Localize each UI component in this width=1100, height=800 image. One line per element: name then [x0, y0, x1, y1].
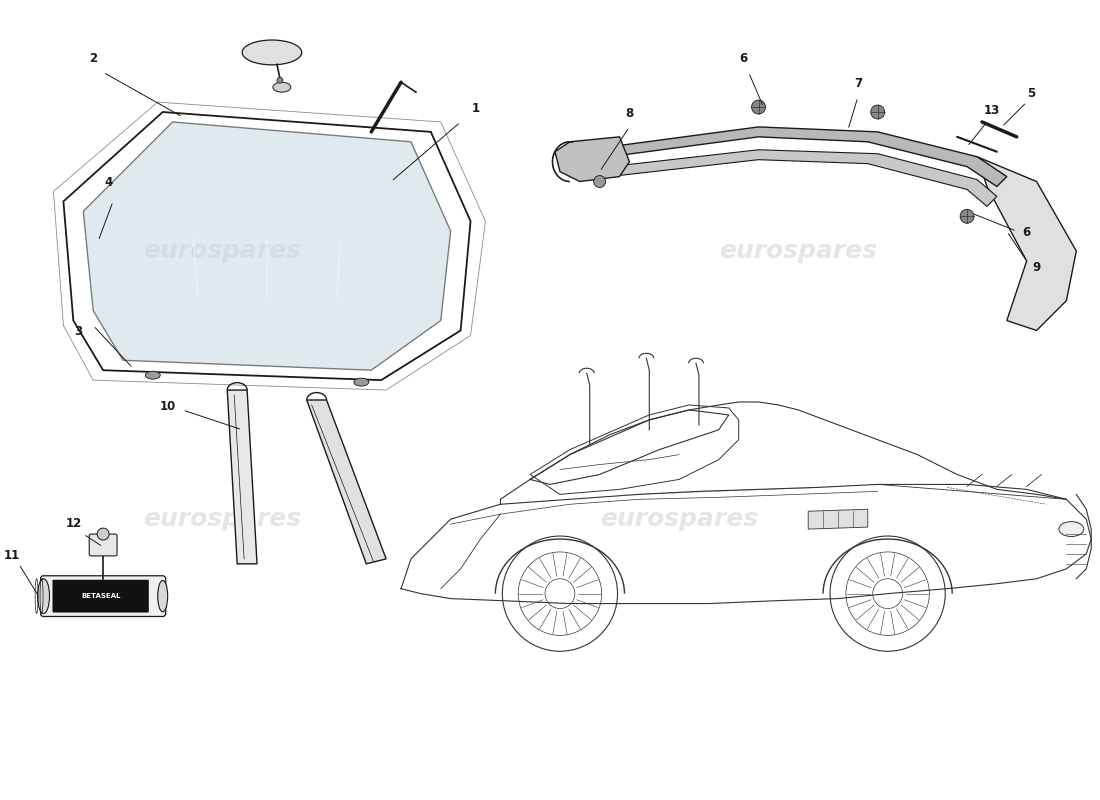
Polygon shape [556, 137, 629, 182]
Text: eurospares: eurospares [143, 239, 301, 263]
Ellipse shape [37, 578, 50, 614]
Text: eurospares: eurospares [143, 507, 301, 531]
FancyBboxPatch shape [89, 534, 117, 556]
Circle shape [751, 100, 766, 114]
Ellipse shape [354, 378, 368, 386]
Text: 13: 13 [983, 104, 1000, 117]
Text: 10: 10 [160, 400, 176, 413]
Circle shape [97, 528, 109, 540]
Ellipse shape [157, 581, 167, 612]
FancyBboxPatch shape [41, 576, 166, 617]
Polygon shape [307, 400, 386, 564]
Ellipse shape [273, 82, 290, 92]
Text: 1: 1 [472, 102, 480, 115]
Text: 11: 11 [3, 549, 20, 562]
Text: 8: 8 [625, 107, 634, 120]
Circle shape [871, 105, 884, 119]
Polygon shape [977, 157, 1076, 330]
Text: eurospares: eurospares [719, 239, 878, 263]
Text: 7: 7 [854, 77, 862, 90]
Polygon shape [84, 122, 451, 370]
Text: BETASEAL: BETASEAL [81, 593, 120, 599]
Text: 6: 6 [1023, 226, 1031, 239]
Polygon shape [228, 390, 257, 564]
Polygon shape [609, 127, 1006, 186]
Text: 5: 5 [1027, 87, 1036, 100]
Polygon shape [609, 150, 997, 206]
Circle shape [277, 78, 283, 83]
Circle shape [594, 175, 606, 187]
Polygon shape [808, 510, 868, 529]
Text: 2: 2 [89, 52, 97, 66]
Text: 3: 3 [74, 326, 82, 338]
FancyBboxPatch shape [53, 580, 148, 613]
Ellipse shape [145, 371, 161, 379]
Circle shape [960, 210, 974, 223]
Ellipse shape [242, 40, 301, 65]
Text: 9: 9 [1033, 261, 1041, 274]
Text: eurospares: eurospares [600, 507, 758, 531]
Text: 12: 12 [65, 517, 81, 530]
Text: 4: 4 [104, 177, 112, 190]
Text: 6: 6 [739, 52, 748, 66]
Ellipse shape [1059, 522, 1084, 537]
